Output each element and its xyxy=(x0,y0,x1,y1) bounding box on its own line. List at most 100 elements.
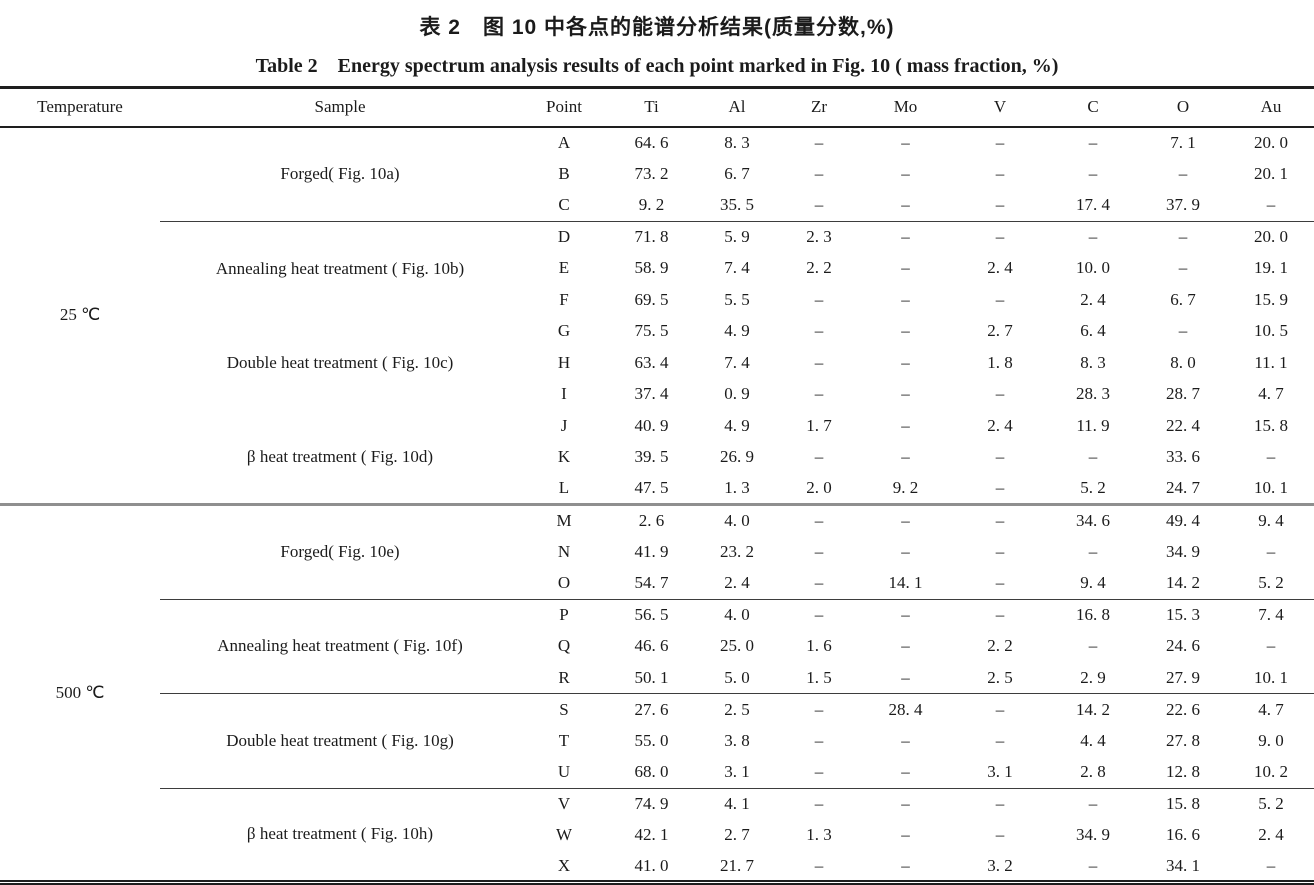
cell-mo: – xyxy=(901,636,910,656)
cell-ti: 75. 5 xyxy=(634,321,669,341)
cell-au: – xyxy=(1228,189,1314,222)
cell-zr: 1. 5 xyxy=(779,662,859,694)
cell-o: 6. 7 xyxy=(1170,289,1196,309)
cell-au: 20. 0 xyxy=(1254,132,1288,152)
cell-zr: – xyxy=(814,541,824,561)
point-cell: L xyxy=(520,473,608,506)
cell-mo: 9. 2 xyxy=(859,473,952,506)
table-body: 25 ℃ Forged( Fig. 10a) A 64. 6 8. 3 – – – – 7. 1 2… xyxy=(0,126,1314,883)
point-cell: F xyxy=(559,289,569,309)
cell-au: 9. 0 xyxy=(1258,730,1284,750)
cell-al: 7. 4 xyxy=(724,352,750,372)
cell-mo: – xyxy=(901,258,910,278)
cell-mo: 28. 4 xyxy=(888,699,923,719)
cell-c: – xyxy=(1088,447,1098,467)
table-header: Temperature Sample Point Ti Al Zr Mo V C… xyxy=(0,87,1314,128)
table-row-point-O: O 54. 7 2. 4–14. 1–9. 4 14. 2 5. 2 xyxy=(0,567,1314,600)
column-header-c: C xyxy=(1048,87,1138,128)
cell-o: – xyxy=(1178,227,1188,246)
cell-zr: – xyxy=(814,794,824,813)
cell-ti: 37. 4 xyxy=(634,384,669,404)
cell-v: – xyxy=(952,189,1048,222)
cell-ti: 68. 0 xyxy=(608,756,695,789)
cell-c: 4. 4 xyxy=(1080,730,1106,750)
cell-o: 8. 0 xyxy=(1170,352,1196,372)
temperature-cell: 500 ℃ xyxy=(55,683,105,702)
point-cell: A xyxy=(557,132,571,152)
table-row-point-C: C 9. 2 35. 5– – –17. 4 37. 9– xyxy=(0,189,1314,222)
cell-o: 14. 2 xyxy=(1138,567,1228,600)
table-row-point-G: Double heat treatment ( Fig. 10c) G 75. 5 4… xyxy=(0,316,1314,372)
cell-al: 3. 8 xyxy=(724,730,750,750)
cell-o: 34. 1 xyxy=(1166,855,1200,875)
cell-c: 17. 4 xyxy=(1048,189,1138,222)
cell-zr: – xyxy=(814,699,824,719)
cell-v: – xyxy=(995,605,1005,624)
point-cell: M xyxy=(556,511,572,530)
cell-v: 3. 1 xyxy=(952,756,1048,789)
cell-ti: 71. 8 xyxy=(634,227,669,246)
cell-v: – xyxy=(995,384,1005,404)
cell-mo: – xyxy=(901,511,910,530)
cell-o: 22. 4 xyxy=(1166,415,1200,435)
cell-o: 28. 7 xyxy=(1166,384,1200,404)
table-row-point-F: F 69. 5 5. 5 – – – 2. 4 6. 7 15. 9 xyxy=(0,284,1314,316)
cell-v: – xyxy=(952,567,1048,600)
point-cell: D xyxy=(557,227,571,246)
cell-al: 5. 9 xyxy=(724,227,750,246)
cell-au: 5. 2 xyxy=(1228,567,1314,600)
cell-ti: 69. 5 xyxy=(634,289,669,309)
cell-mo: – xyxy=(901,855,910,875)
point-cell: X xyxy=(557,855,571,875)
cell-au: 10. 2 xyxy=(1228,756,1314,789)
cell-au: 15. 8 xyxy=(1254,415,1288,435)
point-cell: J xyxy=(560,415,568,435)
cell-o: 24. 6 xyxy=(1166,636,1200,656)
cell-o: 16. 6 xyxy=(1166,825,1200,845)
cell-au: 2. 4 xyxy=(1258,825,1284,845)
table-row-point-I: I 37. 4 0. 9 – – – 28. 3 28. 7 4. 7 xyxy=(0,379,1314,411)
point-cell: V xyxy=(557,794,571,813)
cell-o: 15. 3 xyxy=(1166,605,1200,624)
cell-al: 25. 0 xyxy=(720,636,754,656)
cell-v: – xyxy=(995,825,1005,845)
cell-zr: – xyxy=(779,567,859,600)
cell-mo: 14. 1 xyxy=(859,567,952,600)
cell-ti: 55. 0 xyxy=(634,730,669,750)
cell-au: 10. 5 xyxy=(1254,321,1288,341)
cell-c: – xyxy=(1088,855,1098,875)
cell-ti: 56. 5 xyxy=(634,605,669,624)
cell-al: 4. 0 xyxy=(724,511,750,530)
column-header-o: O xyxy=(1138,87,1228,128)
cell-v: 2. 7 xyxy=(987,321,1013,341)
table-title-english: Table 2 Energy spectrum analysis results… xyxy=(255,55,1059,77)
cell-v: – xyxy=(952,473,1048,506)
cell-o: 34. 9 xyxy=(1166,541,1200,561)
cell-ti: 41. 9 xyxy=(634,541,669,561)
cell-zr: – xyxy=(779,756,859,789)
cell-v: 2. 4 xyxy=(987,258,1013,278)
cell-c: – xyxy=(1088,132,1098,152)
table-row-point-D: Annealing heat treatment ( Fig. 10b) D 71.… xyxy=(0,221,1314,278)
point-cell: G xyxy=(557,321,571,341)
cell-al: 5. 5 xyxy=(724,289,750,309)
table-row-point-W: W 42. 1 2. 7 1. 3 – – 34. 9 16. 6 2. 4 xyxy=(0,820,1314,852)
cell-v: 2. 2 xyxy=(987,636,1013,656)
cell-o: – xyxy=(1178,163,1188,183)
table-row-point-N: N 41. 9 23. 2 – – – – 34. 9 – xyxy=(0,536,1314,568)
column-header-al: Al xyxy=(695,87,779,128)
cell-au: – xyxy=(1266,855,1276,875)
cell-v: – xyxy=(995,730,1005,750)
cell-al: 35. 5 xyxy=(695,189,779,222)
cell-o: 24. 7 xyxy=(1138,473,1228,506)
cell-au: 5. 2 xyxy=(1258,794,1284,813)
cell-c: – xyxy=(1088,541,1098,561)
cell-o: 27. 9 xyxy=(1138,662,1228,694)
cell-al: 4. 1 xyxy=(724,794,750,813)
cell-al: 7. 4 xyxy=(724,258,750,278)
cell-zr: – xyxy=(814,730,824,750)
cell-au: 15. 9 xyxy=(1254,289,1288,309)
column-header-sample: Sample xyxy=(160,87,520,128)
cell-ti: 9. 2 xyxy=(608,189,695,222)
cell-au: 4. 7 xyxy=(1258,699,1284,719)
